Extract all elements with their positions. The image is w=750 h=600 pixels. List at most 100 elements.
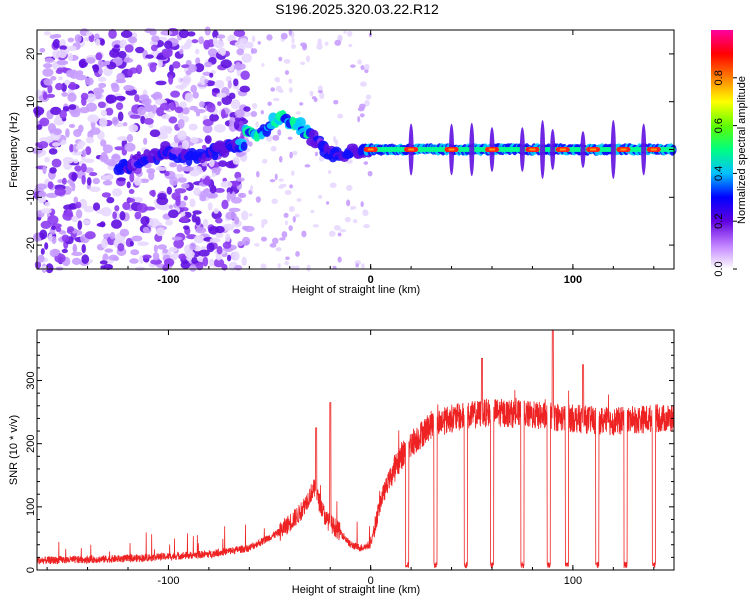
noise-speckle xyxy=(45,192,58,198)
noise-speckle xyxy=(222,223,235,232)
noise-speckle xyxy=(157,244,167,250)
noise-speckle xyxy=(55,114,60,122)
noise-speckle xyxy=(319,92,325,100)
noise-speckle xyxy=(39,137,51,142)
noise-speckle xyxy=(235,177,245,182)
noise-speckle xyxy=(69,182,76,187)
noise-speckle xyxy=(278,56,283,62)
noise-speckle xyxy=(209,72,214,78)
noise-speckle xyxy=(152,251,160,261)
noise-speckle xyxy=(69,69,79,80)
noise-speckle xyxy=(40,196,47,203)
noise-speckle xyxy=(51,248,60,257)
noise-speckle xyxy=(184,92,194,103)
noise-speckle xyxy=(64,208,73,218)
spectrogram-blobs xyxy=(31,26,677,274)
noise-speckle xyxy=(95,52,103,61)
noise-speckle xyxy=(66,226,75,233)
noise-speckle xyxy=(67,37,75,43)
noise-speckle xyxy=(105,60,111,66)
noise-speckle xyxy=(49,34,56,39)
noise-speckle xyxy=(64,79,71,86)
noise-speckle xyxy=(97,76,107,82)
noise-speckle xyxy=(239,38,248,43)
noise-speckle xyxy=(251,35,256,43)
noise-speckle xyxy=(241,53,252,64)
noise-speckle xyxy=(243,106,251,112)
noise-speckle xyxy=(203,39,211,50)
noise-speckle xyxy=(211,167,222,173)
noise-speckle xyxy=(284,261,290,266)
noise-speckle xyxy=(35,183,47,190)
noise-speckle xyxy=(277,129,282,136)
noise-speckle xyxy=(123,85,135,91)
noise-speckle xyxy=(193,235,205,244)
noise-speckle xyxy=(189,264,197,272)
noise-speckle xyxy=(162,49,172,58)
noise-speckle xyxy=(196,261,204,271)
noise-speckle xyxy=(228,207,241,213)
noise-speckle xyxy=(156,227,165,237)
noise-speckle xyxy=(129,172,135,183)
noise-speckle xyxy=(204,78,209,84)
noise-speckle xyxy=(190,84,197,93)
noise-speckle xyxy=(39,47,46,53)
noise-speckle xyxy=(52,49,61,60)
noise-speckle xyxy=(112,211,117,220)
noise-speckle xyxy=(352,218,358,224)
tone-peak-core xyxy=(590,148,597,151)
noise-speckle xyxy=(279,183,287,188)
spectrogram-x-tick-label: -100 xyxy=(157,274,179,286)
noise-speckle xyxy=(88,172,98,177)
noise-speckle xyxy=(195,57,201,65)
noise-speckle xyxy=(59,109,67,119)
noise-speckle xyxy=(174,106,184,114)
noise-speckle xyxy=(58,76,63,81)
noise-speckle xyxy=(206,192,219,199)
noise-speckle xyxy=(195,216,201,226)
noise-speckle xyxy=(306,264,311,272)
noise-speckle xyxy=(337,256,342,263)
noise-speckle xyxy=(54,187,66,196)
noise-speckle xyxy=(271,198,278,205)
noise-speckle xyxy=(206,102,216,113)
snr-y-tick-label: 300 xyxy=(25,371,37,389)
noise-speckle xyxy=(278,178,284,182)
noise-speckle xyxy=(68,81,77,91)
noise-speckle xyxy=(288,87,293,93)
noise-speckle xyxy=(281,231,288,239)
noise-speckle xyxy=(288,225,293,231)
noise-speckle xyxy=(172,61,181,69)
noise-speckle xyxy=(213,123,226,133)
snr-y-tick-label: 0 xyxy=(25,567,37,573)
noise-speckle xyxy=(144,104,154,113)
tone-peak-core xyxy=(448,148,455,151)
noise-speckle xyxy=(47,181,54,190)
noise-speckle xyxy=(81,243,86,254)
colorbar-label: Normalized spectral amplitude xyxy=(736,76,748,224)
snr-ticks: -100 0 100 0 100 200 300 xyxy=(25,330,674,587)
tone-peak-core xyxy=(408,148,415,151)
noise-speckle xyxy=(211,172,216,177)
noise-speckle xyxy=(170,90,181,98)
noise-speckle xyxy=(50,225,57,231)
noise-speckle xyxy=(51,158,62,168)
noise-speckle xyxy=(357,116,361,123)
noise-speckle xyxy=(207,202,213,211)
noise-speckle xyxy=(128,188,135,195)
noise-speckle xyxy=(241,236,251,246)
tone-spike xyxy=(550,128,556,171)
signal-track xyxy=(143,149,151,158)
spectrogram-y-axis-label: Frequency (Hz) xyxy=(8,112,20,188)
noise-speckle xyxy=(178,253,187,260)
noise-speckle xyxy=(215,232,224,238)
noise-speckle xyxy=(194,48,200,55)
noise-speckle xyxy=(189,169,200,177)
noise-speckle xyxy=(164,40,173,49)
snr-frame xyxy=(36,329,675,571)
noise-speckle xyxy=(275,247,280,252)
noise-speckle xyxy=(160,30,173,36)
noise-speckle xyxy=(124,142,136,152)
noise-speckle xyxy=(179,166,191,172)
noise-speckle xyxy=(198,249,210,257)
